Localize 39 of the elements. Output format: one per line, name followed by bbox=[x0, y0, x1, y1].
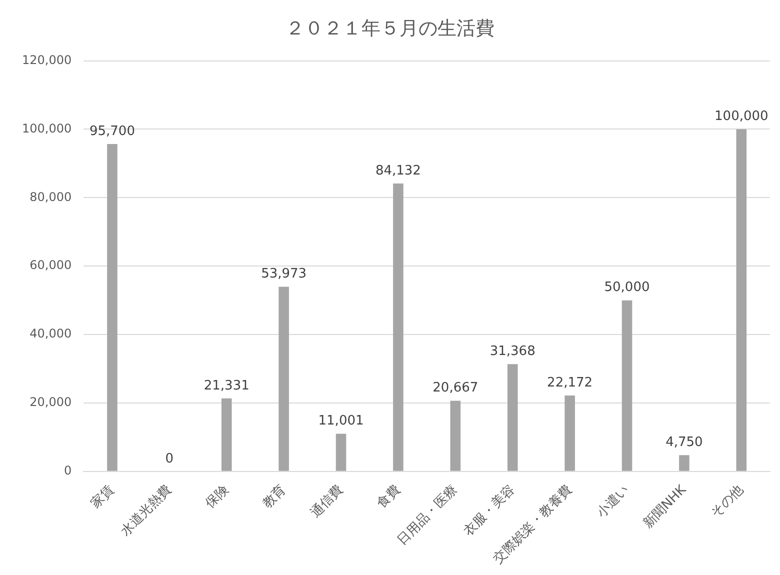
data-label: 0 bbox=[165, 451, 174, 466]
y-tick-label: 0 bbox=[64, 464, 72, 478]
bar bbox=[393, 184, 404, 471]
chart-title: ２０２１年５月の生活費 bbox=[286, 17, 494, 40]
data-label: 100,000 bbox=[714, 109, 768, 124]
bar bbox=[736, 129, 747, 471]
data-label: 22,172 bbox=[547, 375, 593, 390]
y-tick-label: 40,000 bbox=[30, 326, 72, 341]
x-tick-label: 通信費 bbox=[308, 482, 346, 521]
data-label: 50,000 bbox=[604, 280, 650, 296]
x-tick-label: 水道光熱費 bbox=[118, 482, 175, 540]
y-tick-label: 80,000 bbox=[30, 190, 72, 204]
bar bbox=[507, 364, 518, 471]
bar bbox=[564, 396, 575, 471]
data-label: 84,132 bbox=[375, 163, 421, 178]
x-tick-label: 保険 bbox=[202, 482, 232, 512]
data-label: 31,368 bbox=[490, 344, 536, 359]
x-tick-label: その他 bbox=[708, 482, 747, 521]
data-label: 4,750 bbox=[666, 435, 703, 450]
x-tick-label: 食費 bbox=[374, 482, 404, 512]
y-tick-label: 20,000 bbox=[30, 395, 72, 410]
x-tick-label: 教育 bbox=[259, 482, 290, 512]
bar bbox=[679, 455, 690, 471]
x-tick-label: 小遣い bbox=[594, 482, 632, 521]
bar bbox=[622, 300, 632, 471]
bar bbox=[221, 398, 232, 471]
x-tick-label: 家賃 bbox=[88, 482, 118, 512]
data-label: 11,001 bbox=[318, 414, 364, 429]
y-tick-label: 100,000 bbox=[22, 121, 72, 136]
bar bbox=[278, 286, 289, 471]
data-label: 20,667 bbox=[432, 380, 478, 396]
data-label: 53,973 bbox=[261, 266, 307, 282]
bar bbox=[450, 400, 461, 471]
bar bbox=[336, 434, 346, 471]
data-label: 21,331 bbox=[204, 378, 250, 394]
bar bbox=[107, 144, 118, 471]
y-tick-label: 120,000 bbox=[22, 52, 72, 67]
data-label: 95,700 bbox=[89, 124, 135, 139]
y-tick-label: 60,000 bbox=[30, 258, 72, 272]
